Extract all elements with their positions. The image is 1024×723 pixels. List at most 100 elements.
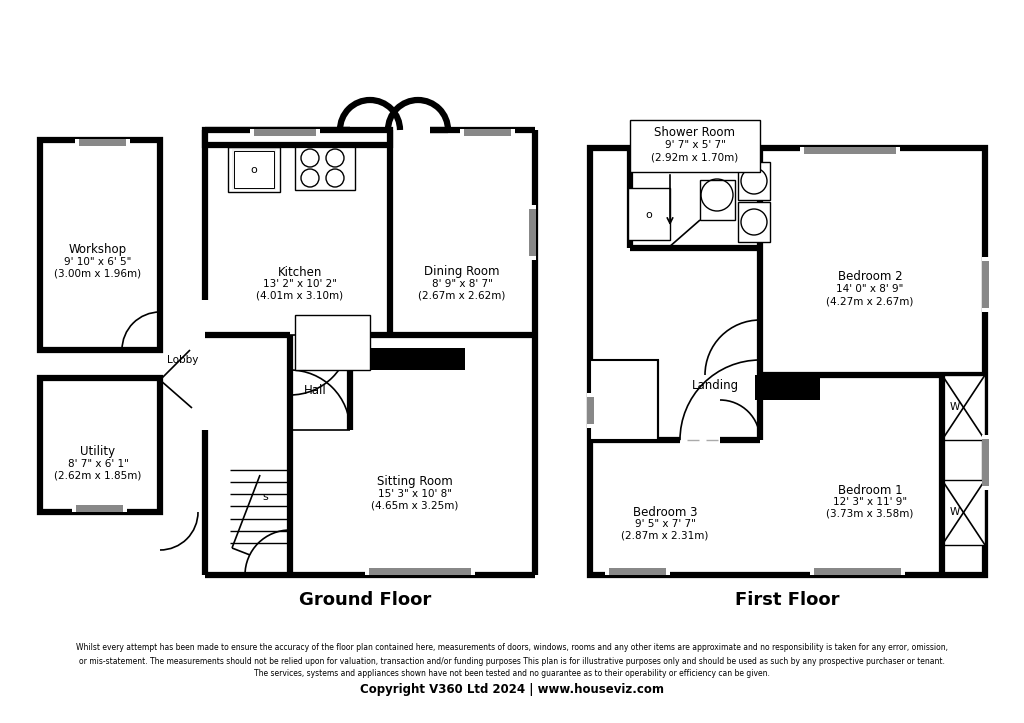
Bar [666,568,670,575]
Text: First Floor: First Floor [735,591,840,609]
Bar [744,147,748,154]
Bar [232,149,276,190]
Bar [75,139,79,146]
Text: (2.87m x 2.31m): (2.87m x 2.31m) [622,531,709,541]
Bar [295,315,370,370]
Bar [587,393,594,397]
Bar [700,158,735,168]
Bar [590,360,658,440]
Bar [738,202,770,242]
Bar [810,568,814,575]
Text: Hall: Hall [304,383,327,396]
Bar [250,129,319,136]
Bar [982,435,989,439]
Text: 9' 10" x 6' 5": 9' 10" x 6' 5" [65,257,132,267]
Text: (4.27m x 2.67m): (4.27m x 2.67m) [826,296,913,306]
Bar [800,147,804,154]
Bar [982,308,989,312]
Text: Sitting Room: Sitting Room [377,476,453,489]
Text: Dining Room: Dining Room [424,265,500,278]
Bar [810,568,905,575]
Text: Bedroom 1: Bedroom 1 [838,484,902,497]
Bar [800,147,900,154]
Bar [628,188,670,240]
Text: 12' 3" x 11' 9": 12' 3" x 11' 9" [833,497,907,507]
Bar [511,129,515,136]
Text: Kitchen: Kitchen [278,265,323,278]
Text: W: W [950,402,961,412]
Text: (2.92m x 1.70m): (2.92m x 1.70m) [651,152,738,162]
Text: Shower Room: Shower Room [654,126,735,139]
Bar [123,505,127,512]
Text: o: o [251,165,257,175]
Bar [126,139,130,146]
Bar [590,148,985,575]
Bar [942,375,985,440]
Bar [316,129,319,136]
Bar [896,147,900,154]
Bar [40,378,160,512]
Bar [982,486,989,490]
Text: (4.65m x 3.25m): (4.65m x 3.25m) [372,501,459,511]
Bar [982,257,989,261]
Bar [365,568,475,575]
Text: Bedroom 2: Bedroom 2 [838,270,902,283]
Bar [587,393,594,428]
Text: (3.00m x 1.96m): (3.00m x 1.96m) [54,269,141,279]
Bar [529,256,536,260]
Bar [228,147,280,192]
Text: Landing: Landing [691,379,738,391]
Text: 8' 9" x 8' 7": 8' 9" x 8' 7" [431,279,493,289]
Text: 13' 2" x 10' 2": 13' 2" x 10' 2" [263,279,337,289]
Bar [72,505,127,512]
Text: Utility: Utility [81,445,116,458]
Bar [901,568,905,575]
Bar [638,147,642,154]
Bar [250,129,254,136]
Text: Copyright V360 Ltd 2024 | www.houseviz.com: Copyright V360 Ltd 2024 | www.houseviz.c… [360,683,664,696]
Bar [529,205,536,209]
Bar [638,147,748,154]
Text: 9' 5" x 7' 7": 9' 5" x 7' 7" [635,519,695,529]
Text: 15' 3" x 10' 8": 15' 3" x 10' 8" [378,489,452,499]
Bar [982,435,989,490]
Text: The services, systems and appliances shown have not been tested and no guarantee: The services, systems and appliances sho… [254,669,770,677]
Bar [460,129,464,136]
Text: o: o [645,210,652,220]
Bar [205,130,390,145]
Bar [365,568,369,575]
Text: 9' 7" x 5' 7": 9' 7" x 5' 7" [665,140,725,150]
Text: 14' 0" x 8' 9": 14' 0" x 8' 9" [837,284,904,294]
Bar [72,505,76,512]
Text: or mis-statement. The measurements should not be relied upon for valuation, tran: or mis-statement. The measurements shoul… [79,656,945,665]
Text: (2.62m x 1.85m): (2.62m x 1.85m) [54,471,141,481]
Bar [700,180,735,220]
Bar [738,162,770,200]
Bar [471,568,475,575]
Text: (2.67m x 2.62m): (2.67m x 2.62m) [419,291,506,301]
Text: Workshop: Workshop [69,244,127,257]
Bar [205,130,390,145]
Bar [942,480,985,545]
Bar [605,568,609,575]
Text: Whilst every attempt has been made to ensure the accuracy of the floor plan cont: Whilst every attempt has been made to en… [76,643,948,652]
Bar [295,140,355,190]
Text: Lobby: Lobby [167,355,199,365]
Bar [982,257,989,312]
Text: Bedroom 3: Bedroom 3 [633,505,697,518]
Text: s: s [262,492,268,502]
Text: W: W [950,507,961,517]
Bar [205,130,390,145]
Bar [587,424,594,428]
Bar [630,120,760,172]
Bar [234,151,274,188]
Text: (4.01m x 3.10m): (4.01m x 3.10m) [256,291,344,301]
Bar [605,568,670,575]
Text: Ground Floor: Ground Floor [299,591,431,609]
Bar [370,348,465,370]
Bar [75,139,130,146]
Text: 8' 7" x 6' 1": 8' 7" x 6' 1" [68,459,128,469]
Text: (3.73m x 3.58m): (3.73m x 3.58m) [826,509,913,519]
Bar [700,158,735,168]
Bar [529,205,536,260]
